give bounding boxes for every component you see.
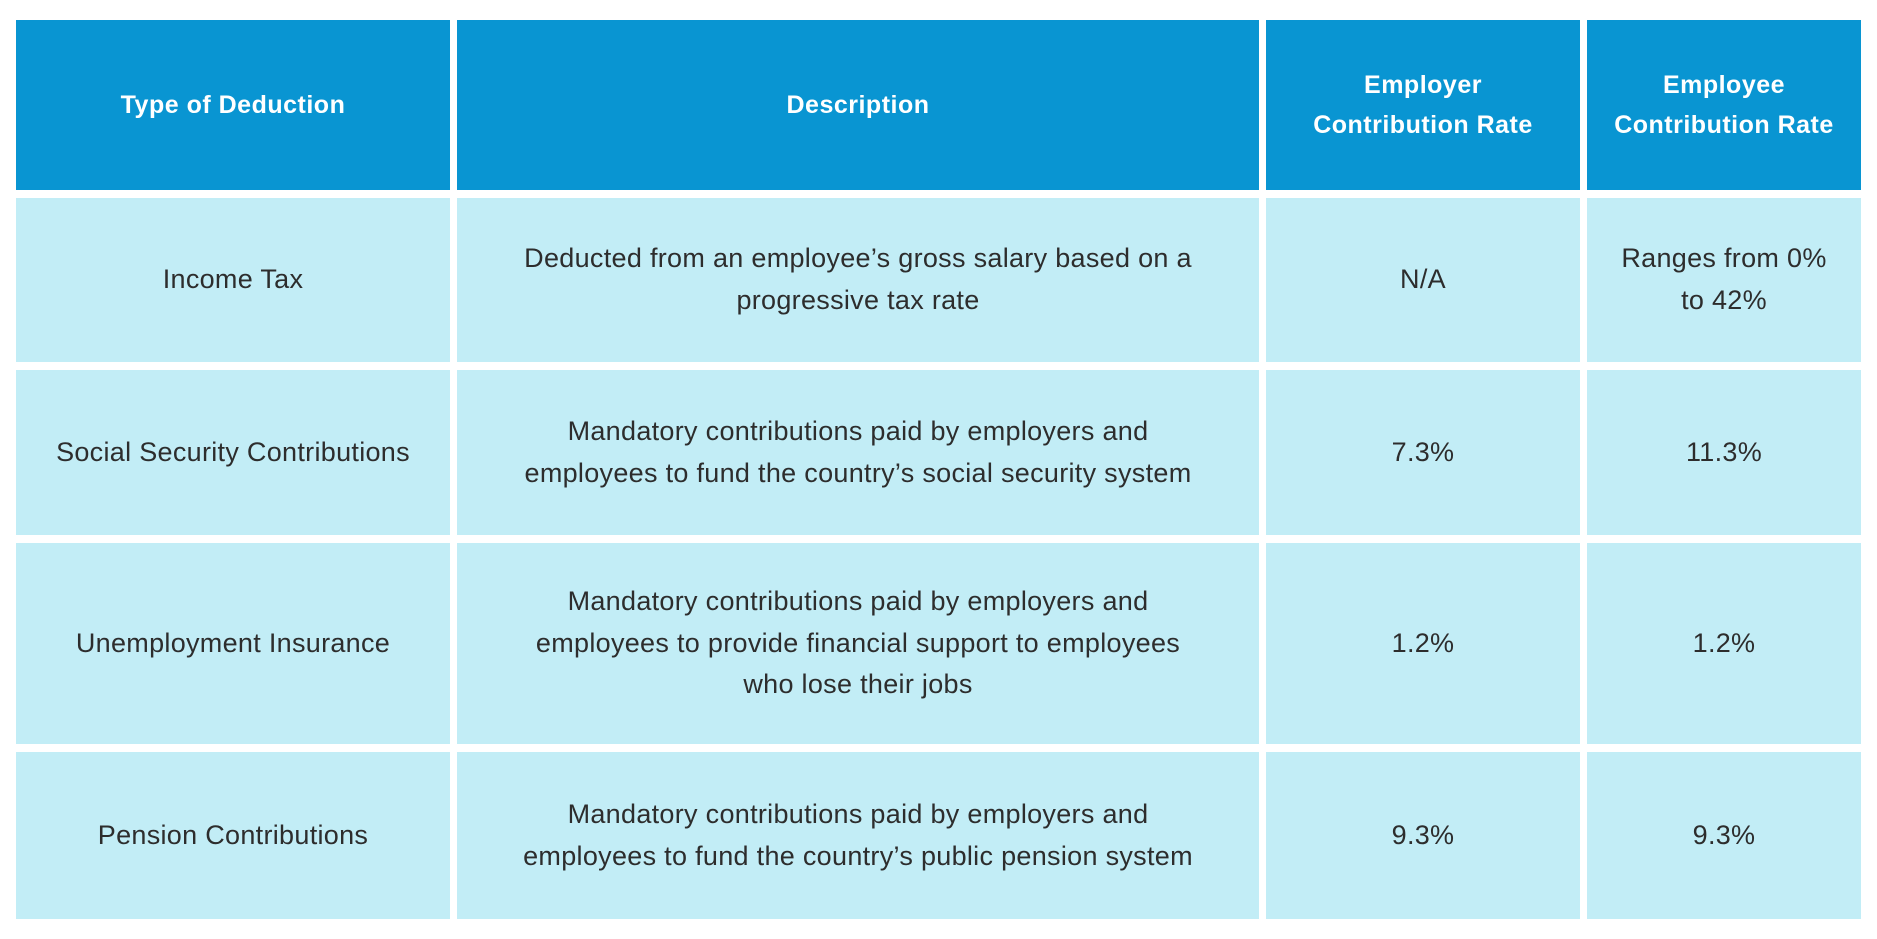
cell-employee-rate: Ranges from 0% to 42% [1587,198,1861,362]
header-row: Type of Deduction Description Employer C… [16,20,1861,190]
column-header-employer-rate: Employer Contribution Rate [1266,20,1580,190]
table-row-pension-contributions: Pension Contributions Mandatory contribu… [16,752,1861,919]
table-row-social-security: Social Security Contributions Mandatory … [16,370,1861,535]
deductions-table: Type of Deduction Description Employer C… [9,12,1868,927]
table-row-unemployment-insurance: Unemployment Insurance Mandatory contrib… [16,543,1861,744]
cell-description: Mandatory contributions paid by employer… [457,752,1259,919]
cell-employer-rate: 1.2% [1266,543,1580,744]
cell-employer-rate: N/A [1266,198,1580,362]
column-header-description: Description [457,20,1259,190]
cell-description: Mandatory contributions paid by employer… [457,370,1259,535]
cell-description: Deducted from an employee’s gross salary… [457,198,1259,362]
cell-description: Mandatory contributions paid by employer… [457,543,1259,744]
cell-deduction-type: Unemployment Insurance [16,543,450,744]
cell-employee-rate: 9.3% [1587,752,1861,919]
cell-employee-rate: 11.3% [1587,370,1861,535]
cell-deduction-type: Income Tax [16,198,450,362]
cell-employer-rate: 9.3% [1266,752,1580,919]
column-header-employee-rate: Employee Contribution Rate [1587,20,1861,190]
table-row-income-tax: Income Tax Deducted from an employee’s g… [16,198,1861,362]
cell-employee-rate: 1.2% [1587,543,1861,744]
cell-employer-rate: 7.3% [1266,370,1580,535]
cell-deduction-type: Social Security Contributions [16,370,450,535]
cell-deduction-type: Pension Contributions [16,752,450,919]
column-header-type-of-deduction: Type of Deduction [16,20,450,190]
